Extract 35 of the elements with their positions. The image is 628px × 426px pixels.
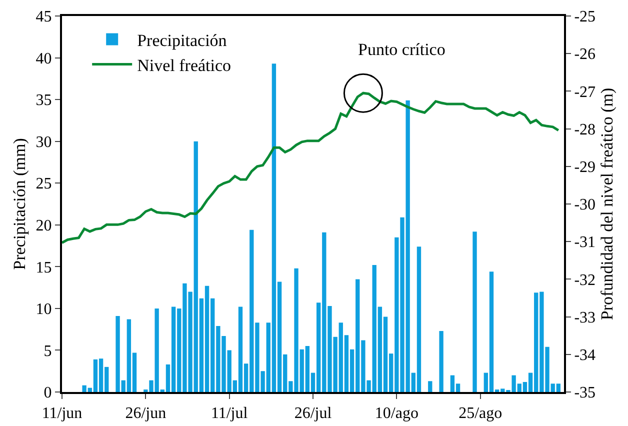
y-tick-label: 35 [36, 92, 52, 110]
y-tick-label: 45 [36, 8, 52, 26]
y2-tick-label: -31 [574, 234, 596, 252]
x-tick-label: 26/jul [294, 405, 332, 422]
x-tick-label: 10/ago [374, 405, 418, 422]
y-tick-label: 20 [36, 217, 52, 234]
legend-label: Nivel freático [137, 56, 232, 75]
y2-tick-label: -29 [574, 159, 596, 176]
y-tick-label: 0 [44, 384, 52, 402]
y2-tick-label: -26 [574, 46, 596, 64]
y-tick-label: 25 [36, 176, 52, 193]
bar [428, 381, 432, 392]
y2-tick-label: -30 [574, 196, 596, 214]
y-tick-label: 40 [36, 50, 52, 68]
y2-axis-title: Profundidad del nivel freático (m) [597, 88, 616, 320]
x-tick-label: 11/jul [210, 405, 248, 422]
y2-tick-label: -34 [574, 347, 596, 364]
y2-tick-label: -27 [574, 84, 596, 101]
annotation: Punto crítico [358, 40, 446, 59]
bar [472, 232, 477, 392]
y2-tick-label: -32 [574, 272, 596, 289]
x-tick-label: 25/ago [458, 405, 502, 422]
bar [439, 331, 444, 392]
y2-tick-label: -35 [574, 384, 596, 402]
y-tick-label: 30 [36, 134, 52, 151]
y-axis-title: Precipitación (mm) [10, 138, 29, 270]
y2-tick-label: -33 [574, 309, 596, 326]
y-tick-label: 10 [36, 301, 52, 318]
y2-tick-label: -28 [574, 121, 596, 138]
y-tick-label: 15 [36, 259, 52, 276]
y-tick-label: 5 [44, 342, 52, 360]
y2-tick-label: -25 [574, 8, 596, 26]
x-tick-label: 26/jun [125, 405, 166, 422]
x-tick-label: 11/jun [42, 405, 82, 422]
legend-label: Precipitación [137, 30, 228, 50]
